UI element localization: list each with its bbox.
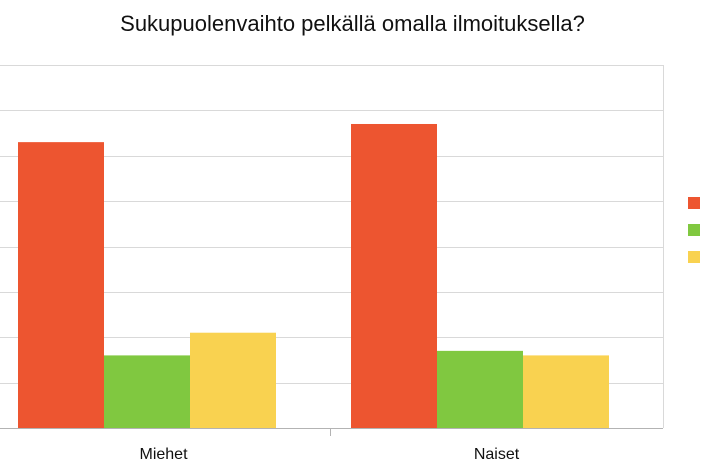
bar xyxy=(437,350,523,428)
bar xyxy=(104,355,190,428)
bars xyxy=(18,123,609,429)
x-tick-label: Naiset xyxy=(474,446,520,463)
category-labels: Miehet Naiset xyxy=(139,446,519,463)
bar xyxy=(190,332,276,428)
legend-swatch xyxy=(688,224,700,236)
bar xyxy=(523,355,609,428)
chart-title: Sukupuolenvaihto pelkällä omalla ilmoitu… xyxy=(120,11,585,36)
legend-swatch xyxy=(688,197,700,209)
legend-swatch xyxy=(688,251,700,263)
bar xyxy=(351,123,437,429)
x-tick-label: Miehet xyxy=(139,446,188,463)
bar xyxy=(18,142,104,428)
axes xyxy=(0,65,664,436)
legend xyxy=(688,197,700,263)
